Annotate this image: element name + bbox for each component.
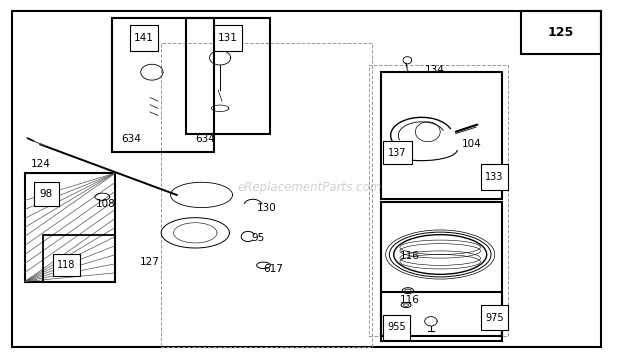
- Text: 116: 116: [400, 251, 420, 261]
- Bar: [161, 43, 372, 347]
- Text: 134: 134: [425, 65, 445, 75]
- Bar: [186, 18, 270, 134]
- Bar: [214, 25, 242, 51]
- Bar: [25, 173, 115, 282]
- Bar: [369, 65, 508, 336]
- Text: 95: 95: [251, 233, 264, 243]
- Bar: [43, 235, 115, 282]
- Bar: [381, 292, 502, 341]
- Bar: [480, 164, 508, 190]
- Text: 98: 98: [40, 189, 53, 199]
- Text: 116: 116: [400, 295, 420, 305]
- Bar: [53, 254, 80, 276]
- Bar: [521, 11, 601, 54]
- Text: 955: 955: [387, 322, 406, 332]
- Text: 133: 133: [485, 172, 503, 182]
- Bar: [381, 72, 502, 199]
- Text: 131: 131: [218, 33, 238, 43]
- Bar: [130, 25, 158, 51]
- Text: 634: 634: [195, 134, 215, 144]
- Text: 634: 634: [121, 134, 141, 144]
- Text: 975: 975: [485, 313, 504, 323]
- Text: 124: 124: [31, 159, 51, 169]
- Bar: [383, 315, 410, 340]
- Text: eReplacementParts.com: eReplacementParts.com: [238, 181, 382, 194]
- Bar: [383, 141, 412, 164]
- Bar: [112, 18, 214, 152]
- Text: 130: 130: [257, 203, 277, 213]
- Text: 137: 137: [388, 148, 407, 157]
- Text: 141: 141: [134, 33, 154, 43]
- Text: 108: 108: [96, 199, 116, 209]
- Text: 125: 125: [548, 26, 574, 39]
- Bar: [480, 305, 508, 330]
- Bar: [381, 202, 502, 336]
- Bar: [34, 182, 59, 206]
- Text: 127: 127: [140, 257, 159, 267]
- Text: 104: 104: [462, 139, 482, 149]
- Text: 118: 118: [57, 260, 76, 270]
- Text: 617: 617: [264, 264, 283, 274]
